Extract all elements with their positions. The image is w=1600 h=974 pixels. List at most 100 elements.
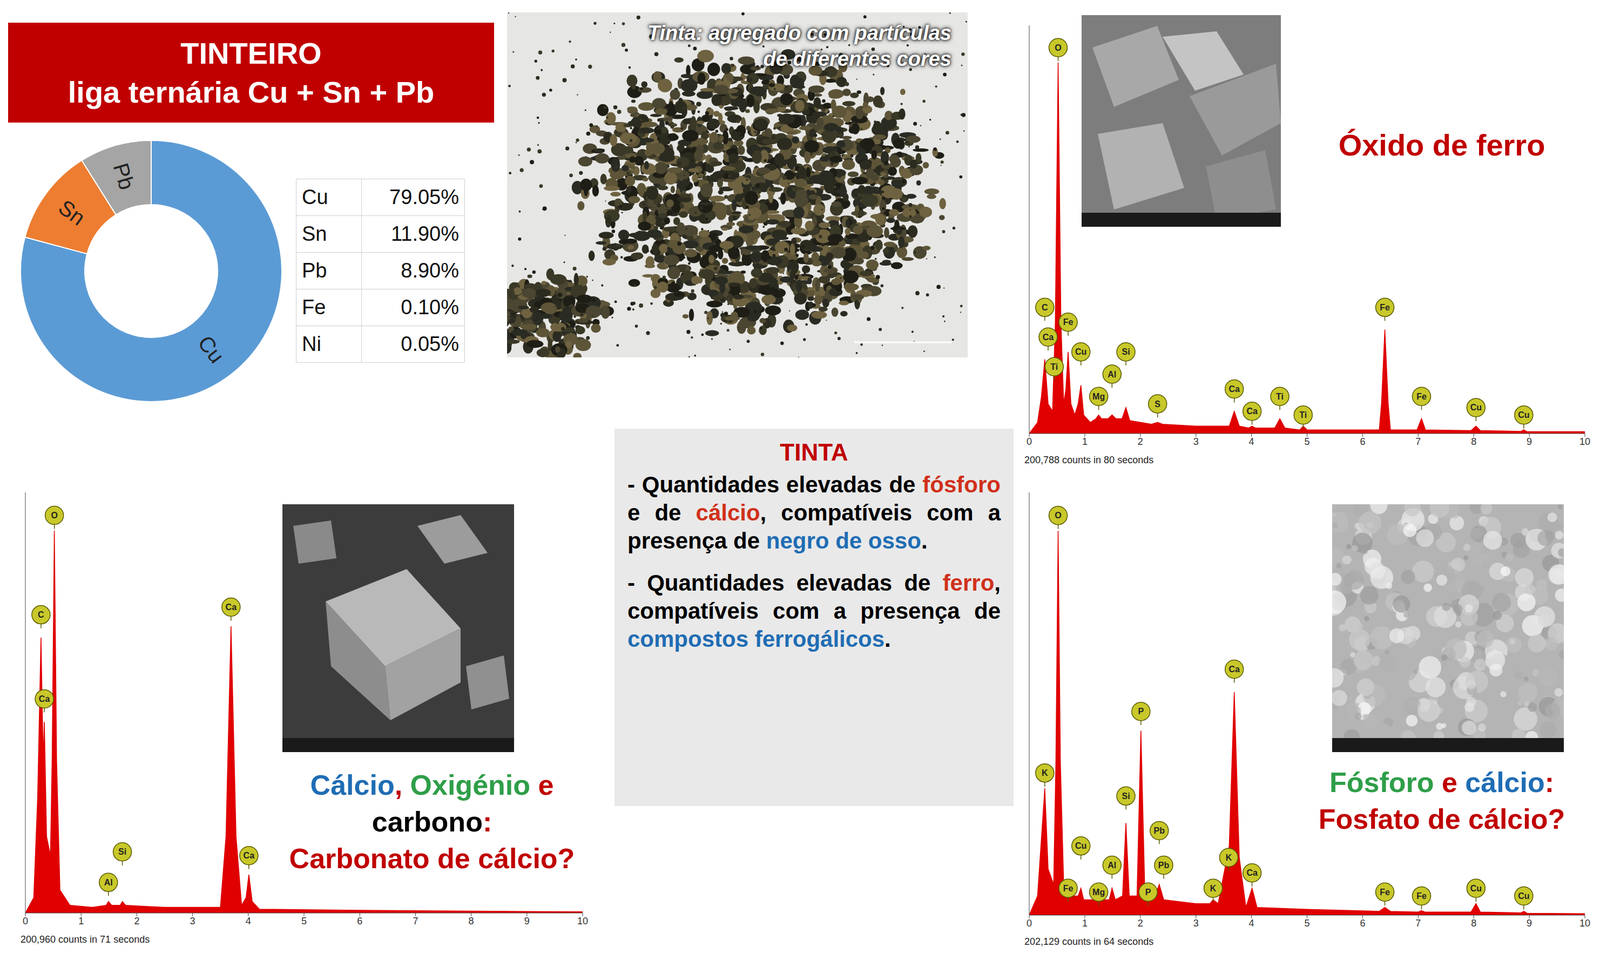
svg-text:Mg: Mg (1092, 392, 1105, 402)
svg-text:Cu: Cu (1075, 841, 1087, 851)
svg-text:Fe: Fe (1416, 392, 1427, 402)
svg-text:Al: Al (104, 878, 113, 888)
svg-text:Al: Al (1107, 860, 1117, 870)
html-text:Óxido de ferro: Óxido de ferro (1338, 127, 1546, 162)
svg-text:Ca: Ca (38, 694, 51, 704)
svg-text:O: O (1054, 43, 1062, 53)
html-text:0.05%: 0.05% (400, 332, 459, 356)
svg-text:Ca: Ca (1042, 332, 1055, 342)
html-text:e de cálcio, compatíveis com a: e de cálcio, compatíveis com a presença … (627, 500, 1001, 554)
html-text:0.10%: 0.10% (400, 295, 459, 319)
svg-text:Cu: Cu (1517, 410, 1530, 420)
html-text:liga ternária Cu + Sn + Pb: liga ternária Cu + Sn + Pb (67, 74, 435, 109)
html-text:TINTEIRO: TINTEIRO (180, 35, 322, 70)
svg-text:Ti: Ti (1276, 392, 1284, 402)
svg-text:P: P (1137, 706, 1144, 717)
svg-text:K: K (1225, 853, 1233, 863)
svg-text:K: K (1210, 883, 1217, 894)
svg-text:K: K (1041, 768, 1049, 778)
svg-text:Ca: Ca (1246, 406, 1258, 416)
svg-text:Ti: Ti (1050, 362, 1058, 372)
svg-text:Ca: Ca (243, 851, 255, 861)
svg-text:C: C (1041, 302, 1049, 313)
html-text:Fe: Fe (301, 295, 326, 319)
html-text:Fósforo e cálcio:: Fósforo e cálcio: (1329, 766, 1555, 799)
html-text:TINTA: TINTA (779, 439, 849, 466)
html-text:Cu: Cu (301, 185, 329, 209)
svg-text:Si: Si (118, 847, 127, 857)
svg-text:Cu: Cu (1470, 402, 1482, 413)
svg-text:4: 4 (245, 915, 252, 927)
svg-text:2: 2 (133, 915, 140, 927)
svg-text:Fe: Fe (1063, 883, 1074, 894)
svg-text:Si: Si (1121, 347, 1130, 357)
svg-text:0: 0 (1026, 917, 1032, 929)
html-text:- Quantidades elevadas de ferr: - Quantidades elevadas de ferro, compatí… (627, 570, 1001, 624)
svg-text:4: 4 (1249, 917, 1255, 929)
svg-text:0: 0 (1026, 436, 1032, 448)
svg-text:Cu: Cu (1470, 883, 1482, 894)
svg-text:Ca: Ca (1228, 664, 1240, 674)
svg-text:Pb: Pb (109, 160, 140, 193)
html-text:Fosfato de cálcio?: Fosfato de cálcio? (1318, 803, 1566, 835)
svg-text:P: P (1145, 887, 1152, 897)
svg-text:1: 1 (1082, 436, 1088, 448)
svg-text:10: 10 (1579, 917, 1591, 929)
svg-text:Fe: Fe (1416, 891, 1427, 901)
svg-text:5: 5 (301, 915, 307, 927)
svg-text:6: 6 (1359, 917, 1366, 929)
html-text:Cálcio, Oxigénio e: Cálcio, Oxigénio e (310, 769, 554, 801)
svg-text:Fe: Fe (1379, 302, 1390, 313)
svg-text:6: 6 (1359, 436, 1366, 448)
svg-text:10: 10 (1579, 436, 1591, 448)
svg-text:4: 4 (1249, 436, 1255, 448)
svg-text:1: 1 (78, 915, 84, 927)
svg-text:Pb: Pb (1158, 860, 1170, 870)
html-text:compostos ferrogálicos.: compostos ferrogálicos. (627, 626, 891, 652)
svg-text:Ca: Ca (1246, 868, 1258, 878)
svg-text:5: 5 (1304, 436, 1310, 448)
svg-text:Cu: Cu (193, 331, 229, 368)
svg-text:Si: Si (1121, 791, 1130, 801)
svg-text:Cu: Cu (1075, 347, 1087, 357)
svg-text:8: 8 (468, 915, 475, 927)
svg-text:Fe: Fe (1063, 317, 1074, 327)
svg-text:3: 3 (190, 915, 196, 927)
svg-text:O: O (1054, 510, 1062, 521)
html-text:11.90%: 11.90% (390, 222, 459, 246)
html-text:79.05%: 79.05% (389, 185, 459, 209)
svg-text:Ca: Ca (1228, 384, 1240, 394)
html-text:Carbonato de cálcio?: Carbonato de cálcio? (289, 842, 575, 875)
svg-text:9: 9 (524, 915, 530, 927)
html-text:carbono:: carbono: (371, 806, 493, 838)
svg-text:6: 6 (356, 915, 363, 927)
svg-text:Sn: Sn (53, 194, 90, 230)
svg-text:9: 9 (1526, 436, 1532, 448)
svg-text:Al: Al (1107, 369, 1117, 380)
svg-text:7: 7 (1415, 436, 1421, 448)
svg-text:8: 8 (1470, 917, 1477, 929)
svg-text:Pb: Pb (1153, 826, 1166, 836)
svg-text:O: O (50, 510, 58, 521)
svg-text:7: 7 (1415, 917, 1421, 929)
html-text:Sn: Sn (301, 222, 327, 246)
svg-text:9: 9 (1526, 917, 1532, 929)
svg-text:10: 10 (577, 915, 589, 927)
svg-text:Cu: Cu (1517, 891, 1530, 901)
svg-text:Ti: Ti (1299, 410, 1307, 420)
svg-text:2: 2 (1137, 917, 1144, 929)
svg-text:2: 2 (1137, 436, 1144, 448)
svg-text:Fe: Fe (1379, 887, 1390, 897)
svg-text:7: 7 (412, 915, 418, 927)
svg-text:C: C (37, 610, 45, 620)
svg-text:Ca: Ca (225, 602, 238, 612)
svg-text:S: S (1154, 399, 1161, 409)
svg-text:Mg: Mg (1092, 887, 1105, 897)
svg-text:3: 3 (1193, 917, 1199, 929)
svg-text:1: 1 (1082, 917, 1088, 929)
svg-text:8: 8 (1470, 436, 1477, 448)
svg-text:3: 3 (1193, 436, 1199, 448)
svg-text:0: 0 (22, 915, 29, 927)
html-text:- Quantidades elevadas de fósf: - Quantidades elevadas de fósforo (627, 471, 1001, 498)
svg-text:5: 5 (1304, 917, 1310, 929)
